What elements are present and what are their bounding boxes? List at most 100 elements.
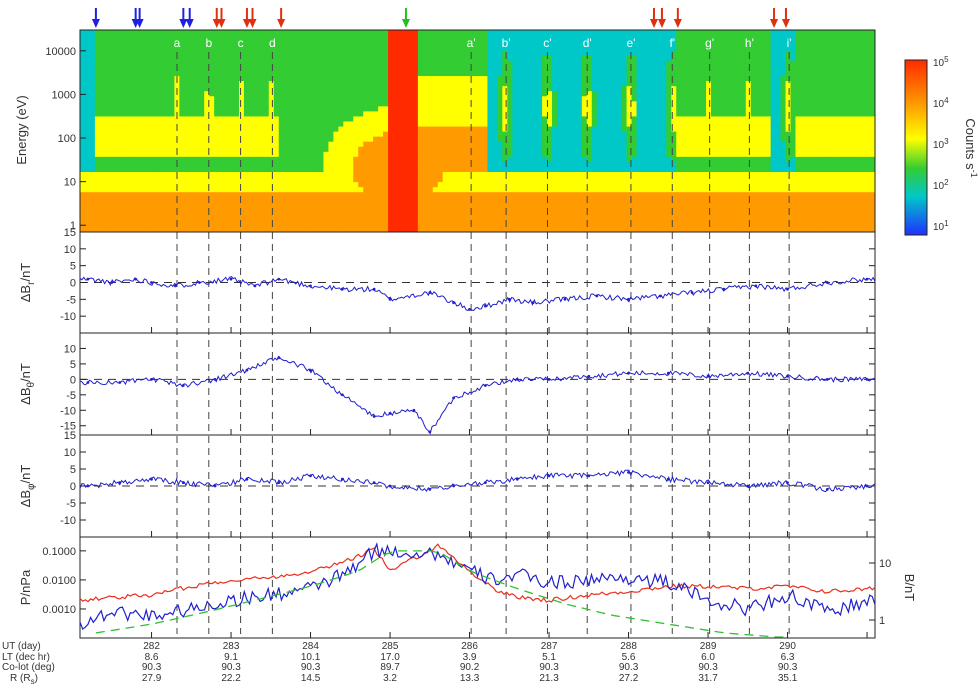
spectrogram-cell	[159, 146, 166, 152]
spectrogram-cell	[502, 65, 508, 71]
spectrogram-cell	[402, 95, 409, 102]
spectrogram-cell	[581, 226, 588, 232]
spectrogram-cell	[378, 35, 384, 41]
spectrogram-cell	[512, 95, 518, 102]
spectrogram-cell	[666, 110, 672, 117]
spectrogram-cell	[547, 221, 553, 228]
spectrogram-cell	[621, 80, 628, 87]
spectrogram-cell	[378, 166, 384, 172]
spectrogram-cell	[407, 60, 414, 66]
spectrogram-cell	[313, 186, 320, 193]
spectrogram-cell	[576, 181, 583, 188]
spectrogram-cell	[278, 161, 285, 167]
spectrogram-cell	[561, 206, 568, 213]
spectrogram-cell	[114, 50, 121, 56]
spectrogram-cell	[402, 146, 409, 152]
spectrogram-cell	[631, 206, 638, 213]
spectrogram-cell	[229, 171, 235, 178]
spectrogram-cell	[179, 146, 185, 152]
spectrogram-cell	[268, 75, 275, 82]
spectrogram-cell	[179, 40, 185, 46]
spectrogram-cell	[318, 196, 325, 203]
spectrogram-cell	[373, 50, 379, 56]
spectrogram-cell	[368, 131, 374, 137]
spectrogram-cell	[179, 136, 185, 142]
spectrogram-cell	[84, 211, 91, 218]
spectrogram-cell	[447, 211, 454, 218]
spectrogram-cell	[402, 136, 409, 142]
spectrogram-cell	[388, 40, 394, 46]
spectrogram-cell	[407, 75, 414, 82]
spectrogram-cell	[353, 176, 359, 183]
spectrogram-cell	[462, 115, 469, 122]
spectrogram-cell	[164, 100, 171, 107]
spectrogram-cell	[571, 100, 578, 107]
spectrogram-cell	[169, 131, 176, 137]
spectrogram-cell	[298, 75, 305, 82]
spectrogram-cell	[626, 50, 633, 56]
spectrogram-cell	[442, 35, 449, 41]
spectrogram-cell	[557, 156, 563, 162]
spectrogram-cell	[318, 176, 325, 183]
spectrogram-cell	[407, 166, 414, 172]
spectrogram-cell	[159, 50, 166, 56]
spectrogram-cell	[472, 60, 479, 66]
spectrogram-cell	[293, 166, 300, 172]
spectrogram-cell	[248, 141, 255, 147]
spectrogram-cell	[104, 55, 111, 61]
spectrogram-cell	[209, 216, 215, 223]
spectrogram-cell	[288, 221, 295, 228]
spectrogram-cell	[621, 120, 628, 127]
spectrogram-cell	[174, 176, 180, 183]
spectrogram-cell	[258, 50, 265, 56]
spectrogram-cell	[606, 176, 613, 183]
spectrogram-cell	[194, 60, 200, 66]
spectrogram-cell	[482, 35, 489, 41]
spectrogram-cell	[542, 80, 548, 87]
spectrogram-cell	[686, 115, 692, 122]
spectrogram-cell	[502, 226, 508, 232]
spectrogram-cell	[139, 70, 146, 77]
spectrogram-cell	[656, 131, 662, 137]
spectrogram-cell	[557, 110, 563, 117]
spectrogram-cell	[109, 105, 116, 112]
spectrogram-cell	[119, 161, 126, 167]
spectrogram-cell	[388, 216, 394, 223]
spectrogram-cell	[666, 105, 672, 112]
spectrogram-cell	[452, 186, 459, 193]
spectrogram-cell	[407, 191, 414, 198]
spectrogram-cell	[368, 70, 374, 77]
spectrogram-cell	[84, 120, 91, 127]
spectrogram-cell	[328, 30, 335, 36]
spectrogram-cell	[462, 181, 469, 188]
spectrogram-cell	[601, 90, 608, 97]
spectrogram-cell	[616, 30, 623, 36]
spectrogram-cell	[199, 60, 205, 66]
spectrogram-cell	[243, 65, 250, 71]
spectrogram-cell	[219, 221, 225, 228]
spectrogram-cell	[199, 181, 205, 188]
spectrogram-cell	[437, 125, 444, 132]
spectrogram-cell	[552, 60, 558, 66]
spectrogram-cell	[318, 201, 325, 208]
spectrogram-cell	[224, 201, 230, 208]
spectrogram-cell	[109, 100, 116, 107]
spectrogram-cell	[626, 70, 633, 77]
spectrogram-cell	[328, 131, 335, 137]
spectrogram-cell	[552, 211, 558, 218]
spectrogram-cell	[234, 125, 240, 132]
spectrogram-cell	[243, 196, 250, 203]
spectrogram-cell	[89, 166, 96, 172]
spectrogram-cell	[114, 171, 121, 178]
spectrogram-cell	[338, 216, 344, 223]
spectrogram-cell	[323, 201, 330, 208]
spectrogram-cell	[581, 115, 588, 122]
spectrogram-cell	[323, 75, 330, 82]
spectrogram-cell	[576, 201, 583, 208]
spectrogram-cell	[462, 110, 469, 117]
spectrogram-cell	[129, 136, 136, 142]
spectrogram-cell	[542, 115, 548, 122]
spectrogram-cell	[422, 45, 429, 51]
spectrogram-cell	[298, 166, 305, 172]
spectrogram-cell	[651, 60, 657, 66]
